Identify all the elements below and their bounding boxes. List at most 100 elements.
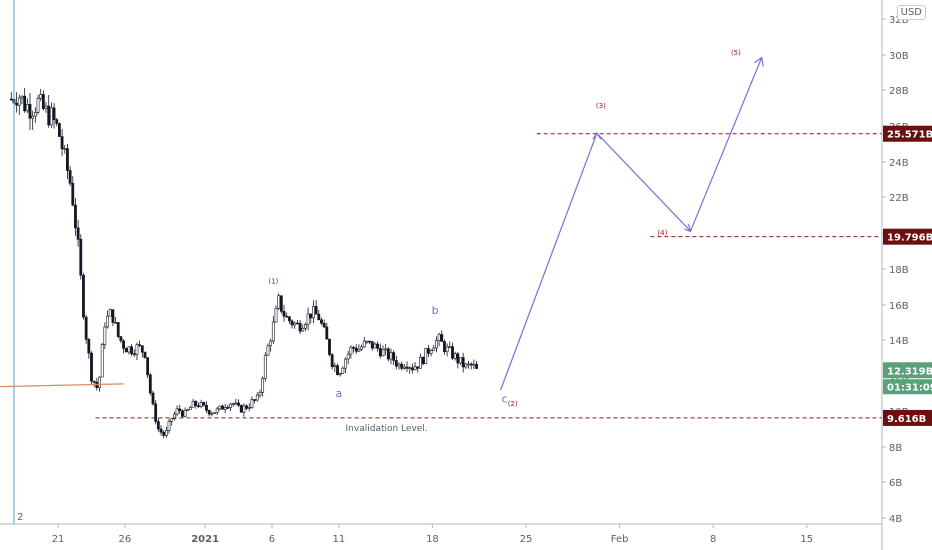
candle-body [103, 326, 107, 345]
candle-body [135, 344, 139, 355]
candle-body [191, 400, 195, 408]
candle-body [365, 340, 369, 343]
candle-body [421, 357, 425, 364]
candle-body [413, 366, 417, 371]
candle-body [138, 344, 142, 346]
candle-body [175, 408, 179, 415]
candle-body [461, 357, 465, 368]
candle-body [82, 274, 85, 318]
countdown-tag [883, 379, 932, 395]
candle-body [402, 366, 406, 369]
x-tick-label: 18 [426, 534, 439, 545]
y-tick-label: 28B [889, 86, 909, 97]
candle-body [354, 347, 358, 352]
candle-body [378, 348, 382, 357]
candle-body [279, 295, 283, 312]
y-tick-label: 16B [889, 301, 909, 312]
candle-body [263, 354, 267, 379]
candle-body [44, 105, 48, 109]
wave-label: (4) [657, 229, 667, 237]
candle-body [448, 346, 452, 348]
candle-body [146, 357, 150, 376]
candle-body [314, 306, 318, 315]
candle-body [467, 363, 470, 366]
level-price-tag [883, 409, 932, 426]
candle-body [427, 348, 430, 354]
candle-body [250, 399, 254, 408]
candle-body [226, 407, 230, 409]
candle-body [23, 95, 27, 112]
candle-body [376, 343, 380, 349]
price-tags: 25.571B 19.796B 9.616B 12.319B 01:31:09 [883, 125, 932, 426]
candle-body [74, 204, 77, 229]
candle-body [429, 350, 433, 354]
candle-body [28, 104, 32, 119]
candle-body [269, 340, 273, 347]
level-price-label: 19.796B [887, 233, 932, 244]
candle-body [25, 104, 29, 112]
candle-body [52, 107, 56, 120]
candlestick-series [9, 88, 478, 439]
candle-body [437, 334, 441, 341]
candle-body [373, 343, 377, 349]
level-price-label: 25.571B [887, 130, 932, 141]
y-tick-label: 8B [889, 443, 902, 454]
candle-body [368, 340, 371, 343]
candle-body [167, 421, 171, 431]
candle-body [183, 409, 187, 417]
candle-body [336, 365, 339, 376]
candle-body [170, 418, 174, 422]
candle-body [41, 94, 45, 109]
candle-body [63, 148, 67, 150]
candle-body [357, 349, 361, 352]
x-tick-label: 15 [800, 534, 813, 545]
candle-body [287, 316, 291, 322]
candle-body [49, 107, 53, 126]
candle-body [47, 105, 51, 126]
y-tick-label: 4B [889, 514, 902, 525]
y-tick-label: 32B [889, 15, 909, 26]
x-tick-label: 6 [269, 534, 275, 545]
candle-body [322, 322, 326, 328]
candle-body [186, 409, 190, 411]
candle-body [66, 148, 69, 171]
candle-body [405, 366, 409, 369]
candle-body [162, 431, 166, 436]
candle-body [451, 346, 454, 359]
candle-body [245, 405, 248, 409]
candle-body [386, 348, 390, 360]
candle-body [261, 378, 265, 393]
candle-body [469, 363, 473, 366]
projection-vertex-arrow [592, 132, 602, 140]
candle-body [111, 309, 115, 323]
candle-body [122, 340, 125, 349]
projection-vertex-arrow [684, 224, 692, 233]
candle-body [341, 367, 345, 374]
candle-body [459, 357, 462, 364]
candle-body [140, 345, 144, 353]
candle-body [445, 346, 449, 353]
candle-body [199, 402, 203, 407]
candle-body [282, 311, 286, 317]
candle-body [242, 405, 246, 413]
currency-label[interactable]: USD [896, 5, 926, 20]
countdown-label: 01:31:09 [887, 382, 932, 393]
x-tick-label: 25 [520, 534, 533, 545]
level-price-tag [883, 125, 932, 142]
candle-body [189, 406, 192, 410]
current-price-tag [883, 362, 932, 379]
x-tick-label: 11 [332, 534, 345, 545]
invalidation-annotation: Invalidation Level. [346, 424, 428, 434]
candle-body [68, 170, 72, 184]
level-price-label: 9.616B [887, 414, 926, 425]
candle-body [472, 363, 476, 366]
candle-body [218, 405, 222, 410]
candle-body [349, 346, 353, 355]
candle-body [443, 341, 446, 353]
candle-body [237, 402, 240, 406]
candle-body [440, 334, 444, 342]
candle-body [213, 412, 216, 414]
candle-body [79, 239, 83, 276]
candle-body [108, 309, 112, 317]
